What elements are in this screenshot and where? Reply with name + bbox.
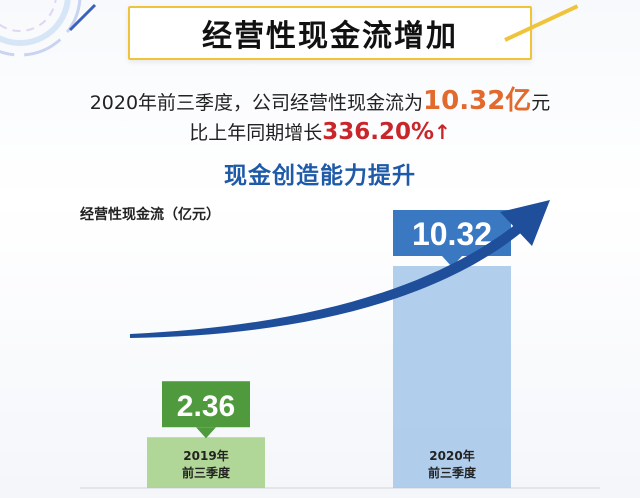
bar [393, 266, 511, 488]
corner-decoration-icon [0, 0, 97, 57]
x-tick-label: 2020年 [429, 448, 474, 463]
value-callout: 2.36 [162, 381, 250, 439]
x-tick-label: 前三季度 [182, 465, 231, 480]
value-callout-pointer [442, 256, 462, 267]
summary-line-1-prefix: 2020年前三季度，公司经营性现金流为 [89, 92, 424, 114]
bar-value-label: 10.32 [412, 216, 492, 252]
summary-line-2: 比上年同期增长336.20%↑ [0, 118, 640, 145]
x-tick-label: 前三季度 [428, 465, 477, 480]
value-callout-box [162, 381, 250, 428]
title-banner: 经营性现金流增加 [128, 6, 532, 60]
summary-cashflow-value: 10.32亿 [423, 86, 532, 116]
page-title: 经营性现金流增加 [202, 19, 458, 54]
x-tick-label: 2019年 [183, 448, 228, 463]
up-arrow-icon: ↑ [434, 120, 451, 144]
summary-headline: 现金创造能力提升 [224, 163, 416, 189]
value-callout: 10.32 [393, 210, 511, 267]
summary-line-1: 2020年前三季度，公司经营性现金流为10.32亿元 [0, 80, 640, 117]
summary-growth-value: 336.20% [322, 119, 435, 145]
bar [147, 437, 265, 488]
chart-y-axis-label: 经营性现金流（亿元） [80, 207, 220, 223]
summary-line-2-prefix: 比上年同期增长 [189, 122, 323, 144]
trend-arrow-icon [130, 200, 550, 338]
bar-value-label: 2.36 [177, 390, 235, 423]
summary-line-1-suffix: 元 [531, 92, 551, 114]
value-callout-pointer [196, 427, 216, 439]
